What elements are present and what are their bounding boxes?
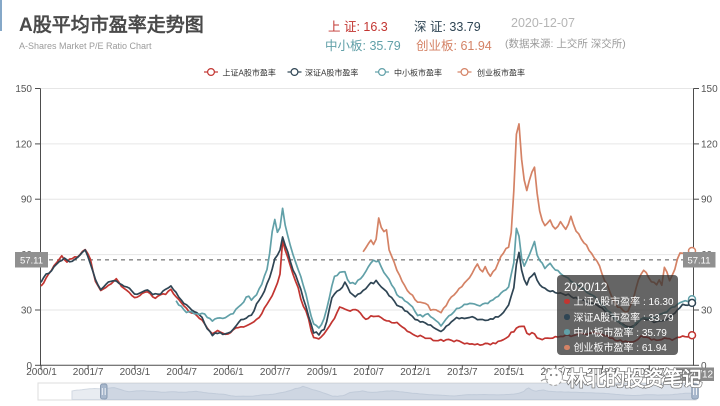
svg-text:2007/7: 2007/7 [260, 367, 291, 378]
svg-text:2019/7: 2019/7 [634, 367, 665, 378]
svg-text:57.11: 57.11 [20, 256, 43, 267]
svg-text:0: 0 [26, 361, 32, 372]
svg-text:林北的投资笔记: 林北的投资笔记 [567, 367, 702, 391]
svg-text:57.11: 57.11 [687, 256, 710, 267]
svg-text:2004/7: 2004/7 [166, 367, 197, 378]
svg-text:30: 30 [21, 306, 33, 317]
svg-text:2018/1: 2018/1 [587, 367, 618, 378]
svg-text:120: 120 [15, 139, 32, 150]
svg-text:上证A股市盈率: 上证A股市盈率 [223, 68, 276, 78]
svg-text:2015/1: 2015/1 [494, 367, 525, 378]
svg-text:创业板市盈率: 创业板市盈率 [477, 68, 525, 78]
svg-text:90: 90 [701, 195, 713, 206]
svg-text:深证A股市盈率: 深证A股市盈率 [305, 68, 358, 78]
svg-text:2012/1: 2012/1 [400, 367, 431, 378]
svg-text:2006/1: 2006/1 [213, 367, 244, 378]
svg-text:2009/1: 2009/1 [307, 367, 338, 378]
svg-text:2000/1: 2000/1 [26, 367, 57, 378]
svg-text:2010/7: 2010/7 [353, 367, 384, 378]
svg-text:2013/7: 2013/7 [447, 367, 478, 378]
svg-text:150: 150 [701, 84, 718, 95]
svg-text:2020/12: 2020/12 [677, 370, 714, 381]
svg-text:120: 120 [701, 139, 718, 150]
svg-text:90: 90 [21, 195, 33, 206]
svg-text:30: 30 [701, 306, 713, 317]
svg-text:150: 150 [15, 84, 32, 95]
svg-text:中小板市盈率: 中小板市盈率 [394, 68, 442, 78]
svg-text:0: 0 [701, 361, 707, 372]
svg-text:2001/7: 2001/7 [73, 367, 104, 378]
svg-text:2003/1: 2003/1 [120, 367, 151, 378]
